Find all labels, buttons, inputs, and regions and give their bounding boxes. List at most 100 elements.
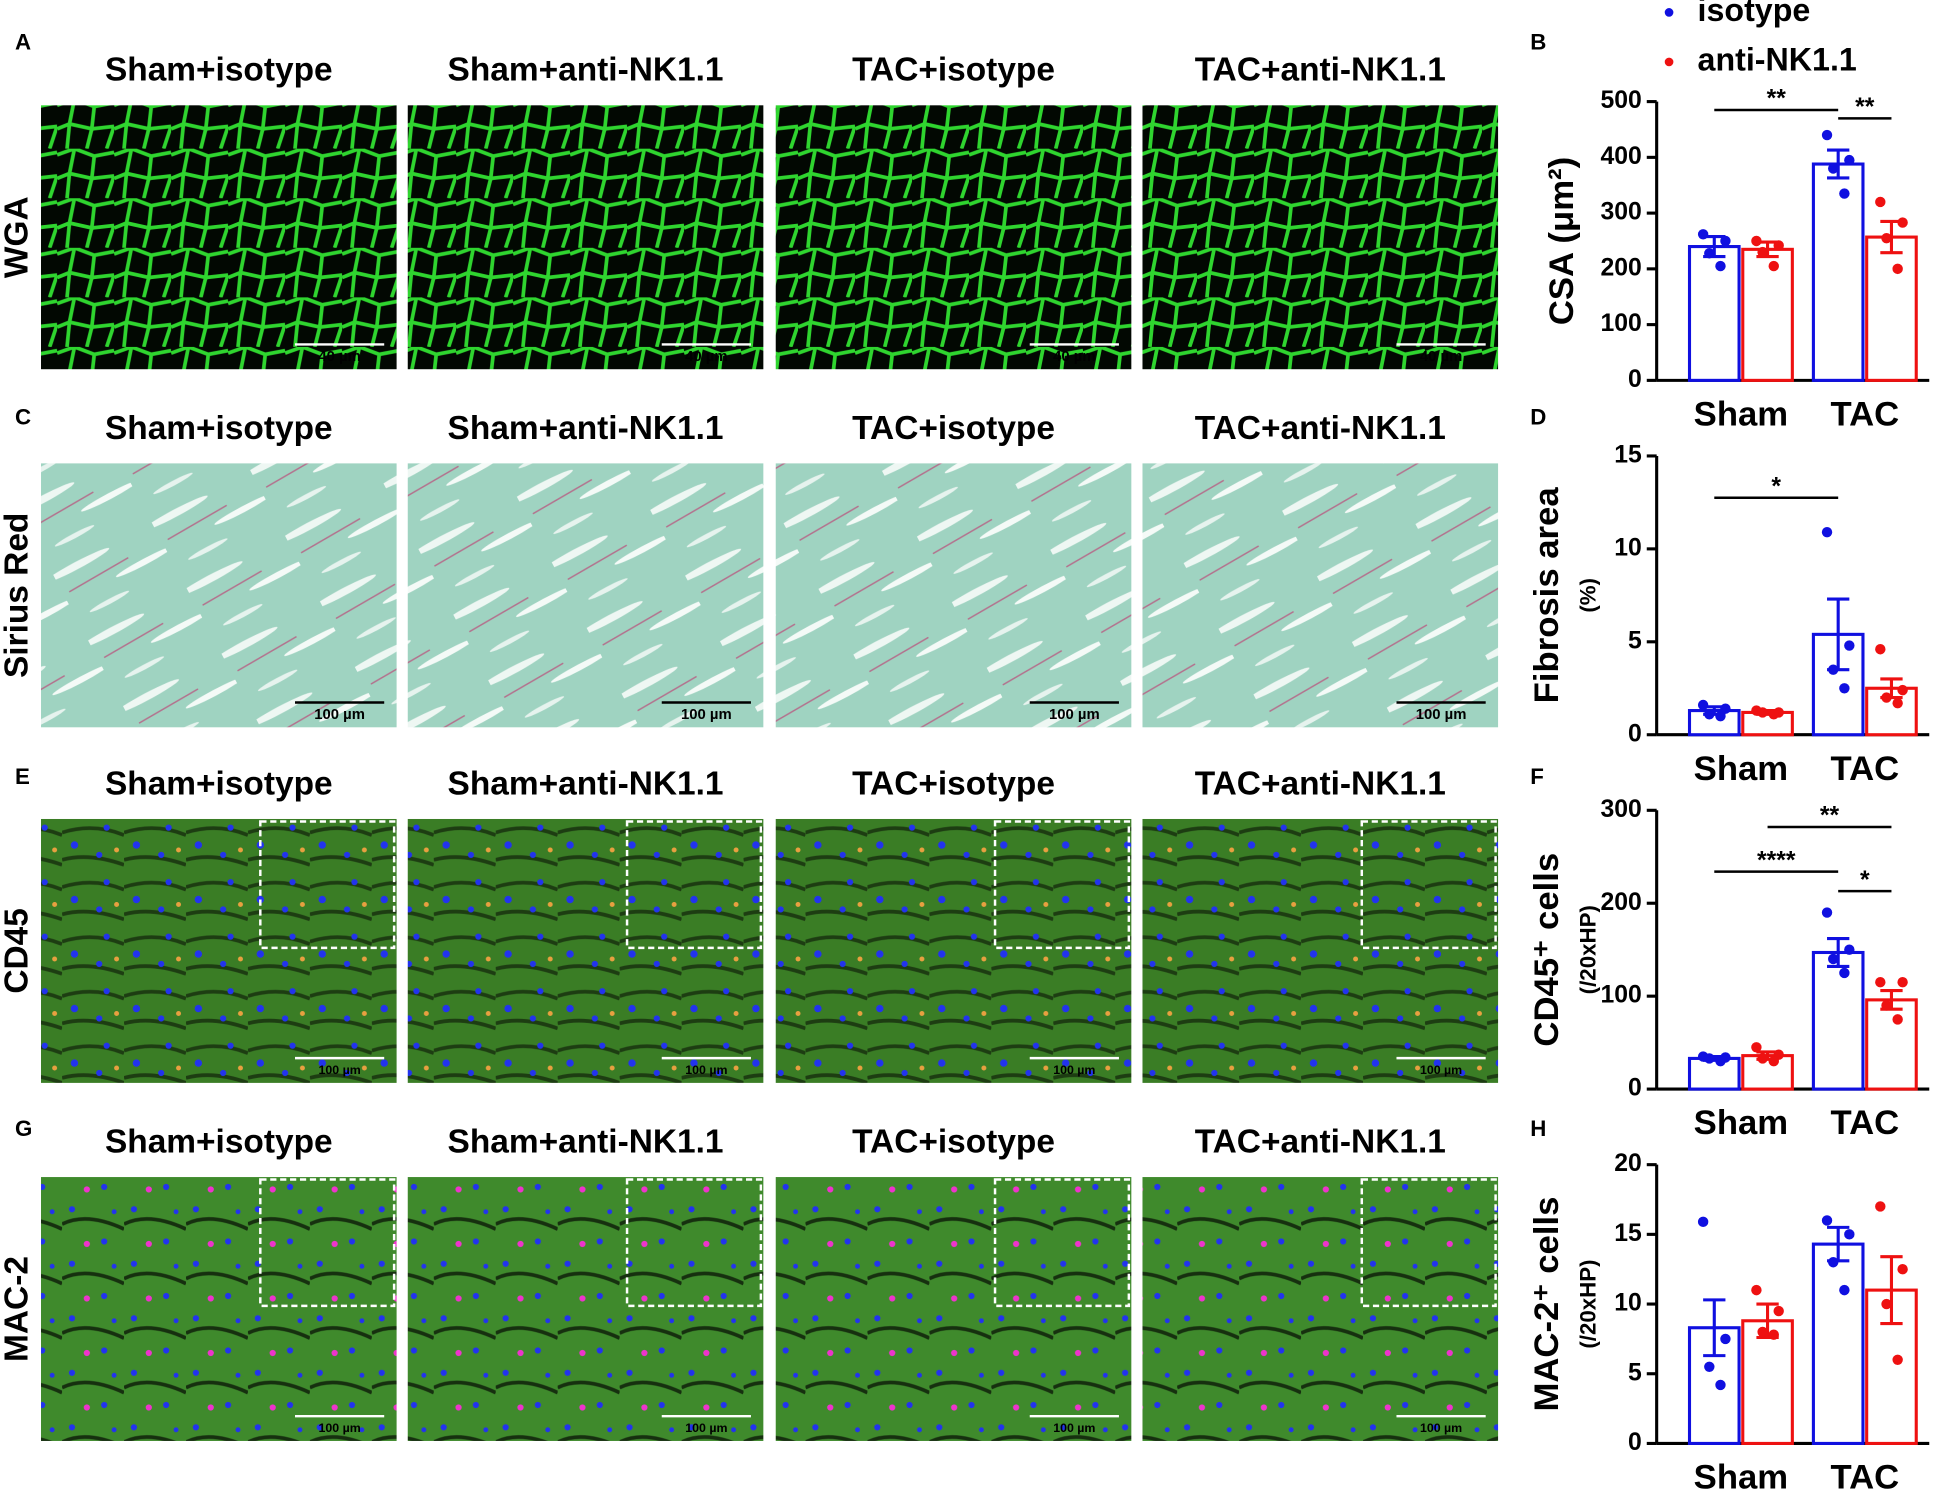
y-axis-sublabel: (%) <box>1576 578 1601 613</box>
y-tick-label: 5 <box>1628 627 1642 654</box>
y-tick-label: 0 <box>1628 366 1642 393</box>
bar <box>1741 1319 1794 1445</box>
data-point <box>1892 697 1903 709</box>
column-title: TAC+isotype <box>852 52 1055 89</box>
data-point <box>1768 709 1779 720</box>
scale-bar-label: 40 µm <box>685 349 727 365</box>
column-title: TAC+isotype <box>852 410 1055 447</box>
legend-marker <box>1664 8 1674 17</box>
data-point <box>1715 1056 1726 1067</box>
bar <box>1741 247 1794 382</box>
inset-box <box>993 820 1131 950</box>
data-point <box>1821 907 1833 918</box>
scale-bar-label: 100 µm <box>318 1063 360 1077</box>
data-point <box>1839 967 1850 979</box>
legend-label: anti-NK1.1 <box>1698 41 1857 77</box>
error-bar <box>1827 148 1850 180</box>
scale-bar-label: 100 µm <box>1053 1421 1095 1435</box>
error-bar <box>1880 1255 1903 1326</box>
inset-box <box>1360 1178 1497 1308</box>
data-point <box>1821 1215 1833 1226</box>
micrograph <box>407 463 764 728</box>
micrograph <box>1142 818 1499 1083</box>
y-tick-label: 5 <box>1628 1359 1642 1386</box>
row-label: MAC-2 <box>0 1256 36 1362</box>
data-point <box>1897 1264 1908 1275</box>
bar <box>1865 235 1918 382</box>
data-point <box>1881 1298 1892 1310</box>
data-point <box>1897 977 1908 988</box>
column-title: TAC+anti-NK1.1 <box>1195 52 1446 89</box>
micrograph <box>775 105 1132 370</box>
data-point <box>1697 229 1709 240</box>
data-point <box>1844 944 1855 955</box>
y-tick-label: 100 <box>1600 982 1641 1009</box>
column-title: TAC+isotype <box>852 1123 1055 1160</box>
scale-bar-label: 100 µm <box>681 707 732 723</box>
data-point <box>1839 683 1850 694</box>
micrograph <box>1142 105 1499 370</box>
scale-bar-label: 100 µm <box>685 1421 727 1435</box>
data-point <box>1715 260 1726 272</box>
micrograph <box>41 1177 397 1441</box>
row-label: CD45 <box>0 908 36 994</box>
data-point <box>1875 977 1886 988</box>
data-point <box>1751 235 1762 247</box>
data-point <box>1875 644 1886 655</box>
micrograph <box>1142 463 1499 728</box>
data-point <box>1751 1042 1762 1053</box>
panel-letter: B <box>1530 29 1546 54</box>
significance-label: * <box>1860 867 1870 894</box>
data-point <box>1720 1333 1731 1345</box>
data-point <box>1897 684 1908 696</box>
y-tick-label: 400 <box>1600 143 1641 170</box>
data-point <box>1881 232 1892 244</box>
data-point <box>1704 709 1715 720</box>
y-tick-label: 200 <box>1600 254 1641 281</box>
error-bar <box>1827 936 1850 968</box>
y-tick-label: 0 <box>1628 1075 1642 1102</box>
y-tick-label: 0 <box>1628 720 1642 747</box>
y-tick-label: 0 <box>1628 1429 1642 1456</box>
x-tick-label: TAC <box>1830 395 1899 433</box>
data-point <box>1768 1329 1779 1340</box>
row-label: Sirius Red <box>0 513 36 678</box>
column-title: Sham+anti-NK1.1 <box>448 52 724 89</box>
panel-letter: E <box>15 764 30 789</box>
column-title: Sham+anti-NK1.1 <box>448 1123 724 1160</box>
data-point <box>1768 1056 1779 1067</box>
data-point <box>1897 217 1908 228</box>
scale-bar-label: 100 µm <box>318 1421 360 1435</box>
inset-box <box>1360 820 1497 950</box>
panel-letter: A <box>15 29 31 54</box>
y-tick-label: 15 <box>1614 1220 1642 1247</box>
inset-box <box>625 820 763 950</box>
data-point <box>1828 163 1839 174</box>
bar <box>1687 1056 1741 1091</box>
panel-letter: F <box>1530 764 1544 789</box>
data-point <box>1821 129 1833 141</box>
y-tick-label: 500 <box>1600 87 1641 114</box>
x-tick-label: TAC <box>1830 750 1899 788</box>
data-point <box>1704 1361 1715 1372</box>
scale-bar-label: 40 µm <box>318 349 360 365</box>
bar <box>1811 162 1865 382</box>
y-axis-label: MAC-2⁺ cells <box>1528 1197 1566 1412</box>
data-point <box>1757 707 1768 718</box>
data-point <box>1697 1216 1709 1228</box>
row-label: WGA <box>0 196 36 278</box>
x-tick-label: TAC <box>1830 1104 1899 1142</box>
data-point <box>1839 188 1850 199</box>
column-title: TAC+isotype <box>852 765 1055 802</box>
column-title: TAC+anti-NK1.1 <box>1195 765 1446 802</box>
data-point <box>1704 1053 1715 1064</box>
panel-letter: H <box>1530 1116 1546 1141</box>
inset-box <box>993 1178 1131 1308</box>
micrograph <box>775 818 1132 1083</box>
scale-bar-label: 100 µm <box>685 1063 727 1077</box>
data-point <box>1828 664 1839 675</box>
scale-bar-label: 100 µm <box>1420 1063 1462 1077</box>
data-point <box>1875 1201 1886 1212</box>
y-tick-label: 20 <box>1614 1150 1642 1177</box>
data-point <box>1844 154 1855 166</box>
